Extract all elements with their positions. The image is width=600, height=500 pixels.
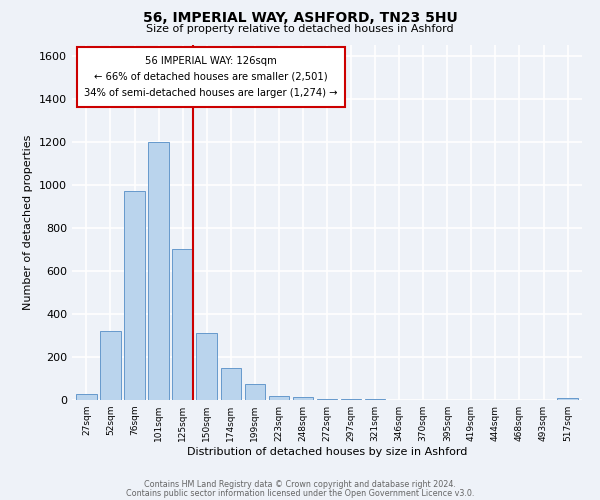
Bar	[100, 331, 121, 400]
Text: Contains HM Land Registry data © Crown copyright and database right 2024.: Contains HM Land Registry data © Crown c…	[144, 480, 456, 489]
Bar	[124, 192, 145, 400]
Text: 56, IMPERIAL WAY, ASHFORD, TN23 5HU: 56, IMPERIAL WAY, ASHFORD, TN23 5HU	[143, 11, 457, 25]
Bar	[196, 334, 217, 400]
Bar	[341, 399, 361, 400]
Text: Size of property relative to detached houses in Ashford: Size of property relative to detached ho…	[146, 24, 454, 34]
Y-axis label: Number of detached properties: Number of detached properties	[23, 135, 34, 310]
Bar	[317, 399, 337, 400]
Bar	[172, 250, 193, 400]
X-axis label: Distribution of detached houses by size in Ashford: Distribution of detached houses by size …	[187, 447, 467, 457]
Text: 56 IMPERIAL WAY: 126sqm
← 66% of detached houses are smaller (2,501)
34% of semi: 56 IMPERIAL WAY: 126sqm ← 66% of detache…	[84, 56, 338, 98]
Bar	[76, 394, 97, 400]
Bar	[293, 397, 313, 400]
Bar	[269, 396, 289, 400]
FancyBboxPatch shape	[77, 47, 345, 107]
Bar	[245, 384, 265, 400]
Text: Contains public sector information licensed under the Open Government Licence v3: Contains public sector information licen…	[126, 489, 474, 498]
Bar	[221, 368, 241, 400]
Bar	[148, 142, 169, 400]
Bar	[557, 398, 578, 400]
